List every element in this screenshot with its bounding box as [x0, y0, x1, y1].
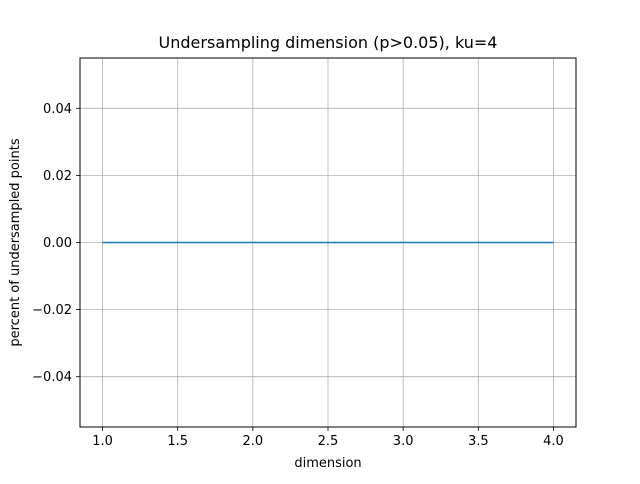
x-tick-label: 4.0 [543, 434, 564, 449]
y-tick-label: 0.00 [43, 236, 72, 251]
y-tick-label: 0.02 [43, 169, 72, 184]
x-tick-label: 2.5 [318, 434, 339, 449]
y-axis-label: percent of undersampled points [8, 138, 23, 346]
y-tick-label: −0.04 [32, 370, 72, 385]
x-tick-label: 1.5 [167, 434, 188, 449]
x-tick-label: 2.0 [243, 434, 264, 449]
x-tick-label: 3.0 [393, 434, 414, 449]
x-axis-label: dimension [294, 456, 361, 471]
x-tick-label: 1.0 [92, 434, 113, 449]
chart-title: Undersampling dimension (p>0.05), ku=4 [159, 33, 498, 52]
x-tick-label: 3.5 [468, 434, 489, 449]
y-tick-label: 0.04 [43, 102, 72, 117]
y-tick-label: −0.02 [32, 303, 72, 318]
